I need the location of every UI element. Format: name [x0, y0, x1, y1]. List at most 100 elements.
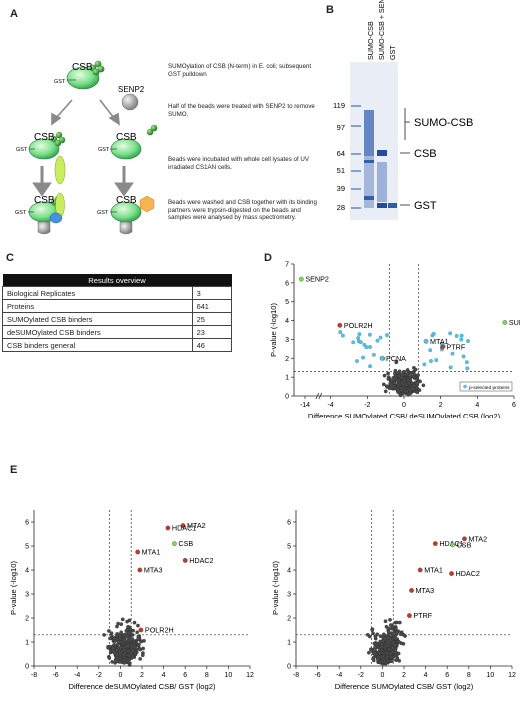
- band-label-csb: CSB: [414, 148, 437, 160]
- csb-label-mid-right: CSB: [116, 132, 137, 143]
- x-tick-label: -6: [52, 672, 58, 679]
- y-tick-label: 1: [285, 375, 289, 382]
- data-point: [394, 620, 399, 625]
- data-point: [383, 389, 388, 394]
- data-point: [415, 377, 419, 382]
- data-point: [141, 646, 145, 651]
- panel-b-gel: SUMO-CSB SUMO-CSB + SENP2 GST 119 97 64 …: [333, 0, 473, 220]
- data-point: [386, 377, 391, 381]
- binding-partner-icon: [119, 221, 133, 235]
- highlighted-point: [440, 344, 445, 350]
- x-tick-label: 0: [402, 402, 406, 409]
- selected-point: [355, 359, 359, 363]
- table-row: deSUMOylated CSB binders 23: [2, 325, 233, 339]
- point-label: PTRF: [447, 342, 466, 351]
- x-axis-label: Difference deSUMOylated CSB/ GST (log2): [68, 682, 215, 691]
- senp2-label: SENP2: [118, 85, 145, 94]
- data-point: [388, 617, 392, 622]
- x-tick-label: -8: [293, 672, 299, 679]
- highlighted-point: [165, 525, 171, 531]
- selected-point: [454, 334, 459, 338]
- selected-point: [434, 358, 439, 363]
- y-tick-label: 2: [285, 356, 289, 363]
- data-point: [387, 641, 391, 645]
- data-point: [393, 368, 398, 373]
- x-tick-label: -2: [358, 672, 364, 679]
- highlighted-point: [180, 523, 186, 528]
- band-label-sumo-csb: SUMO-CSB: [414, 117, 473, 129]
- data-point: [115, 647, 119, 652]
- y-axis-label: P-value (-log10): [271, 561, 280, 615]
- axis-break: [318, 392, 323, 400]
- y-axis-label: P-value (-log10): [269, 303, 278, 357]
- data-point: [136, 634, 141, 639]
- data-point: [115, 656, 120, 661]
- x-tick-label: 2: [439, 402, 443, 409]
- data-point: [390, 626, 394, 631]
- data-point: [388, 636, 392, 640]
- binding-partner-icon: [37, 221, 51, 235]
- data-point: [125, 619, 129, 624]
- data-point: [415, 386, 419, 390]
- axis-break: [315, 392, 320, 400]
- data-point: [383, 619, 388, 624]
- data-point: [394, 359, 399, 364]
- highlighted-point: [423, 338, 429, 344]
- svg-text:64: 64: [337, 149, 345, 158]
- y-tick-label: 5: [285, 299, 289, 306]
- data-point: [387, 647, 392, 652]
- point-label: CSB: [178, 539, 193, 548]
- step-note-3: Beads were incubated with whole cell lys…: [168, 156, 310, 171]
- gst-label-bottom-right: GST: [97, 210, 109, 216]
- data-point: [372, 651, 377, 655]
- senp2-protein-icon: [121, 93, 139, 111]
- x-tick-label: -4: [328, 402, 334, 409]
- data-point: [381, 657, 386, 661]
- svg-text:97: 97: [337, 123, 345, 132]
- data-point: [112, 651, 117, 655]
- y-tick-label: 3: [285, 337, 289, 344]
- data-point: [396, 390, 401, 394]
- x-tick-label: -4: [74, 672, 80, 679]
- data-point: [381, 382, 386, 387]
- selected-point: [384, 333, 389, 338]
- data-point: [389, 379, 394, 383]
- data-point: [367, 650, 371, 655]
- highlighted-point: [462, 536, 467, 542]
- panel-b-letter: B: [326, 4, 334, 16]
- selected-point: [356, 336, 361, 340]
- data-point: [415, 390, 419, 395]
- x-tick-label: 6: [445, 672, 449, 679]
- point-label: MTA3: [144, 566, 163, 575]
- selected-point: [459, 333, 464, 338]
- x-tick-label: -8: [31, 672, 37, 679]
- panel-a-schematic: CSB GST SENP2 CSB GST CSB GST: [15, 60, 158, 235]
- data-point: [127, 658, 131, 663]
- data-point: [139, 639, 144, 644]
- data-point: [129, 652, 134, 656]
- lane-label-gst: GST: [388, 45, 397, 60]
- x-tick-label: 10: [487, 672, 495, 679]
- volcano-plot-d: 01234567-14-4-20246SENP2SUMO2POLR2HMTA1P…: [269, 262, 520, 419]
- selected-point: [378, 335, 383, 340]
- y-tick-label: 6: [25, 520, 29, 527]
- legend-marker: [463, 384, 467, 389]
- data-point: [406, 378, 410, 383]
- data-point: [378, 639, 383, 644]
- data-point: [107, 656, 112, 660]
- data-point: [122, 648, 127, 652]
- highlighted-point: [298, 276, 304, 282]
- data-point: [107, 629, 111, 633]
- step-note-4: Beads were washed and CSB together with …: [168, 199, 317, 222]
- data-point: [386, 371, 390, 376]
- csb-label-bottom-right: CSB: [116, 195, 137, 206]
- table-row: Biological Replicates 3: [2, 286, 233, 300]
- data-point: [393, 643, 397, 647]
- x-tick-label: 0: [380, 672, 384, 679]
- binding-partner-icon: [54, 155, 66, 185]
- ladder-bands: [351, 105, 361, 209]
- y-tick-label: 7: [285, 262, 289, 269]
- x-tick-label: 4: [162, 672, 166, 679]
- data-point: [112, 639, 117, 644]
- data-point: [136, 637, 140, 642]
